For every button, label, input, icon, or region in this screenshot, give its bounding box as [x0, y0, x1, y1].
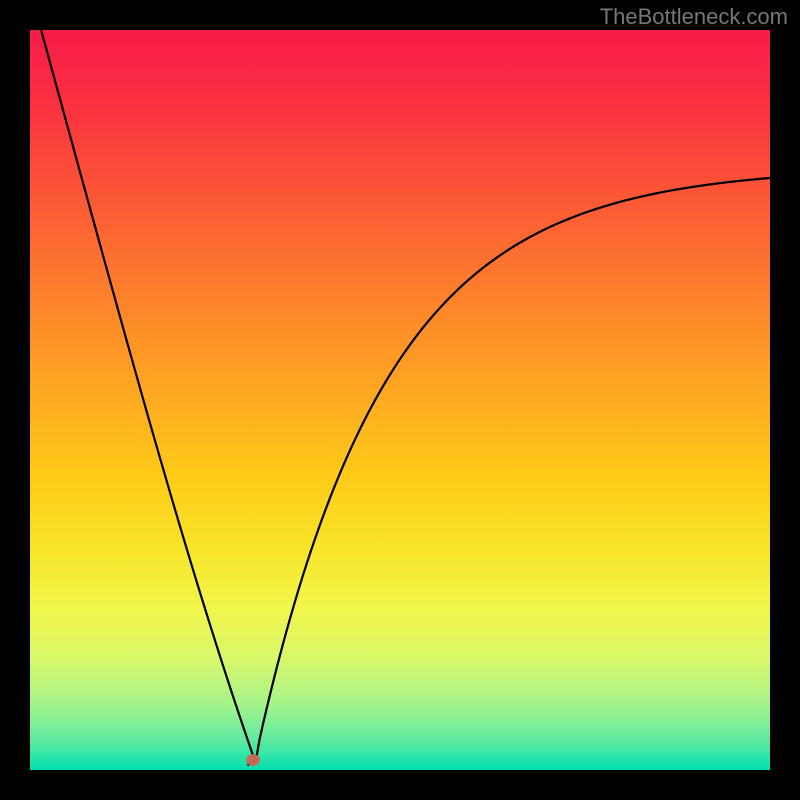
watermark-text: TheBottleneck.com [600, 4, 788, 30]
bottleneck-curve [30, 30, 770, 770]
plot-area [30, 30, 770, 770]
minimum-marker [246, 754, 260, 766]
chart-container: TheBottleneck.com [0, 0, 800, 800]
